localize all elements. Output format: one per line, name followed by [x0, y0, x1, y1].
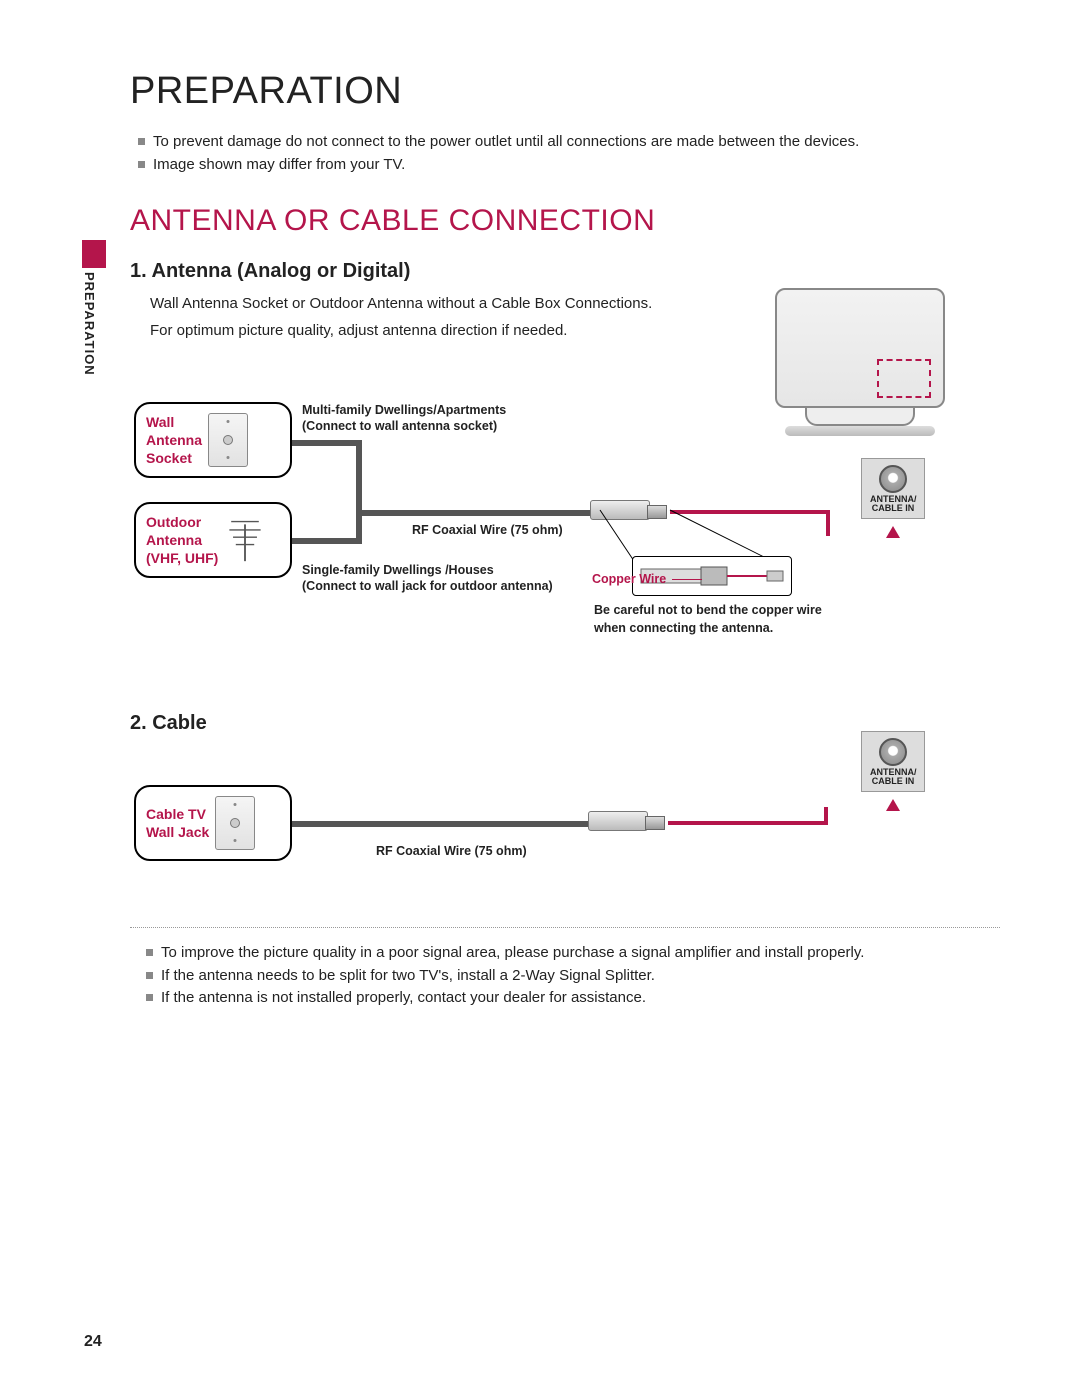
- intro-bullets: To prevent damage do not connect to the …: [138, 131, 1000, 176]
- subsection-heading: 1. Antenna (Analog or Digital): [130, 260, 1000, 283]
- warning-note: Be careful not to bend the copper wire w…: [594, 602, 822, 637]
- bullet-icon: [138, 161, 145, 168]
- footer-bullet: If the antenna needs to be split for two…: [161, 965, 655, 988]
- port-label: CABLE IN: [870, 504, 916, 513]
- cable-jack-box: Cable TV Wall Jack: [134, 785, 292, 861]
- wall-plate-icon: [215, 796, 255, 850]
- coax-port-icon: [879, 738, 907, 766]
- single-family-label: Single-family Dwellings /Houses (Connect…: [302, 562, 553, 595]
- coax-port-icon: [879, 465, 907, 493]
- wire-segment-red: [826, 510, 830, 534]
- rf-wire-label: RF Coaxial Wire (75 ohm): [376, 843, 527, 859]
- wire-segment: [292, 440, 362, 446]
- body-text: Wall Antenna Socket or Outdoor Antenna w…: [150, 293, 670, 316]
- footer-bullet: If the antenna is not installed properly…: [161, 987, 646, 1010]
- wire-segment: [356, 440, 362, 516]
- bullet-icon: [146, 972, 153, 979]
- wire-segment: [292, 821, 592, 827]
- wall-socket-box: Wall Antenna Socket: [134, 402, 292, 478]
- outdoor-antenna-label: Outdoor Antenna (VHF, UHF): [146, 513, 218, 568]
- antenna-port: ANTENNA/ CABLE IN: [861, 458, 925, 519]
- page: PREPARATION To prevent damage do not con…: [0, 0, 1080, 1078]
- tv-rear-illustration: [760, 288, 960, 453]
- intro-bullet: Image shown may differ from your TV.: [153, 154, 405, 177]
- coax-connector-icon: [588, 811, 648, 831]
- bullet-icon: [138, 138, 145, 145]
- wire-segment: [356, 510, 596, 516]
- wall-socket-label: Wall Antenna Socket: [146, 413, 202, 468]
- section-title: ANTENNA OR CABLE CONNECTION: [130, 204, 1000, 238]
- bullet-icon: [146, 949, 153, 956]
- arrow-up-icon: [886, 526, 900, 538]
- body-text: For optimum picture quality, adjust ante…: [150, 320, 670, 343]
- wire-segment-red: [668, 821, 828, 825]
- wire-segment-red: [824, 807, 828, 825]
- multi-family-label: Multi-family Dwellings/Apartments (Conne…: [302, 402, 506, 435]
- bullet-icon: [146, 994, 153, 1001]
- page-number: 24: [84, 1333, 102, 1351]
- cable-diagram: ANTENNA/ CABLE IN Cable TV Wall Jack RF …: [130, 749, 1000, 909]
- copper-wire-label: Copper Wire: [592, 572, 702, 586]
- footer-bullet: To improve the picture quality in a poor…: [161, 942, 864, 965]
- arrow-up-icon: [886, 799, 900, 811]
- antenna-port: ANTENNA/ CABLE IN: [861, 731, 925, 792]
- rf-wire-label: RF Coaxial Wire (75 ohm): [412, 522, 563, 538]
- wire-segment: [292, 538, 362, 544]
- port-label: CABLE IN: [870, 777, 916, 786]
- wire-segment: [356, 516, 362, 544]
- antenna-icon: [222, 517, 268, 563]
- cable-jack-label: Cable TV Wall Jack: [146, 805, 209, 841]
- outdoor-antenna-box: Outdoor Antenna (VHF, UHF): [134, 502, 292, 578]
- antenna-diagram: ANTENNA/ CABLE IN Wall Antenna Socket Ou…: [130, 356, 1000, 676]
- divider: [130, 927, 1000, 928]
- wall-plate-icon: [208, 413, 248, 467]
- intro-bullet: To prevent damage do not connect to the …: [153, 131, 859, 154]
- page-title: PREPARATION: [130, 70, 1000, 113]
- footer-bullets: To improve the picture quality in a poor…: [146, 942, 1000, 1010]
